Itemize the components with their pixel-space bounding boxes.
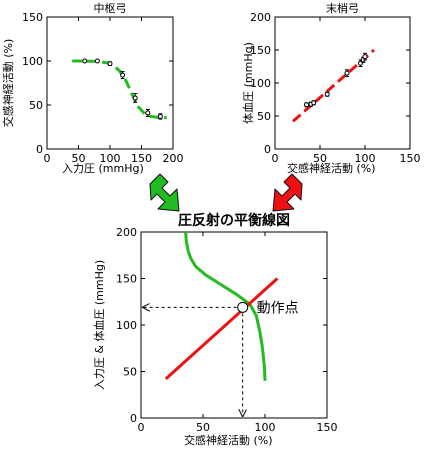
y-tick-label: 50	[257, 110, 271, 123]
x-tick-label: 50	[313, 152, 327, 165]
x-tick-label: 200	[163, 152, 184, 165]
red-line	[164, 277, 279, 381]
chart-title: 中枢弓	[94, 1, 127, 15]
green-curve	[72, 59, 167, 120]
y-tick-label: 100	[22, 55, 43, 68]
data-point	[311, 100, 317, 106]
data-point	[157, 113, 163, 119]
y-tick-label: 150	[22, 11, 43, 24]
x-tick-label: 0	[272, 152, 279, 165]
data-point	[120, 72, 126, 78]
x-axis-label: 交感神経活動 (%)	[287, 161, 376, 175]
y-axis-label: 入力圧 & 体血圧 (mmHg)	[92, 260, 106, 390]
x-tick-label: 150	[400, 152, 421, 165]
green-curve	[184, 231, 267, 381]
plot-frame	[274, 16, 411, 150]
data-point	[107, 61, 113, 67]
data-point	[344, 70, 350, 76]
x-axis-label: 交感神経活動 (%)	[184, 433, 273, 447]
data-point	[362, 54, 368, 60]
y-tick-label: 0	[264, 143, 271, 156]
x-tick-label: 150	[131, 152, 152, 165]
y-tick-label: 50	[123, 366, 137, 379]
y-tick-label: 0	[130, 412, 137, 425]
x-tick-label: 100	[255, 421, 276, 434]
y-tick-label: 150	[116, 273, 137, 286]
data-point	[304, 102, 309, 108]
data-point	[132, 95, 138, 101]
y-tick-label: 100	[116, 319, 137, 332]
equilibrium-diagram-panel: 圧反射の平衡線図 0 50 100 150 0 50 100 150 200 交感神経活動 (%) 入…	[92, 212, 338, 447]
x-tick-label: 100	[355, 152, 376, 165]
x-tick-label: 50	[72, 152, 86, 165]
plot-frame	[46, 16, 174, 150]
x-tick-label: 150	[317, 421, 338, 434]
y-axis-label: 体血圧 (mmHg)	[241, 42, 255, 124]
y-tick-label: 200	[250, 11, 271, 24]
data-point	[324, 91, 330, 97]
y-tick-label: 200	[116, 226, 137, 239]
operating-point-marker	[237, 301, 249, 313]
x-axis-label: 入力圧 (mmHg)	[62, 162, 144, 175]
x-tick-label: 0	[138, 421, 145, 434]
x-tick-label: 100	[100, 152, 121, 165]
peripheral-arc-panel: 末梢弓 0 50 100 150 0 50 100 150 200 交感神経活動 (%) 体血圧 (m…	[241, 1, 421, 175]
y-tick-label: 0	[36, 143, 43, 156]
red-arrow	[272, 173, 303, 212]
y-axis-label: 交感神経活動 (%)	[1, 39, 15, 128]
plot-frame	[140, 231, 328, 419]
y-tick-label: 100	[250, 77, 271, 90]
red-line	[292, 48, 375, 123]
green-arrow	[149, 173, 180, 212]
data-point	[94, 58, 100, 64]
chart-title: 圧反射の平衡線図	[178, 212, 290, 229]
chart-title: 末梢弓	[326, 1, 359, 15]
x-tick-label: 50	[196, 421, 210, 434]
y-tick-label: 150	[250, 44, 271, 57]
data-point	[82, 58, 88, 64]
data-point	[145, 110, 151, 116]
y-tick-label: 50	[29, 99, 43, 112]
x-tick-label: 0	[44, 152, 51, 165]
operating-point-label: 動作点	[257, 300, 299, 316]
